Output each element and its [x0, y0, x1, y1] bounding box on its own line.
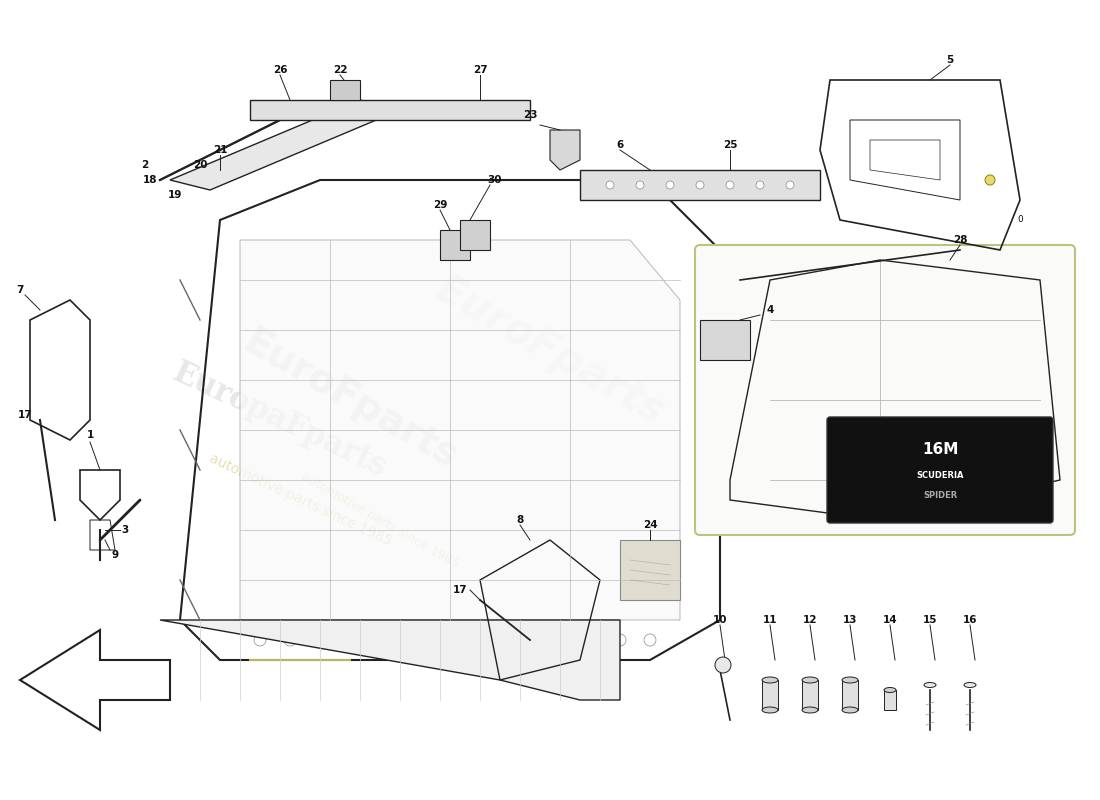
Text: 14: 14 [882, 615, 898, 625]
Polygon shape [460, 220, 490, 250]
Text: 27: 27 [473, 65, 487, 75]
Text: 20: 20 [192, 160, 207, 170]
Polygon shape [440, 230, 470, 260]
Text: 24: 24 [642, 520, 658, 530]
Polygon shape [550, 130, 580, 170]
Text: 11: 11 [762, 615, 778, 625]
Text: 13: 13 [843, 615, 857, 625]
Polygon shape [620, 540, 680, 600]
Ellipse shape [884, 687, 896, 693]
Text: 15: 15 [923, 615, 937, 625]
Polygon shape [160, 620, 620, 700]
Text: 6: 6 [616, 140, 624, 150]
Text: 19: 19 [168, 190, 183, 200]
Ellipse shape [842, 707, 858, 713]
Text: 17: 17 [453, 585, 468, 595]
Circle shape [606, 181, 614, 189]
Polygon shape [884, 690, 896, 710]
Circle shape [715, 657, 732, 673]
Ellipse shape [762, 677, 778, 683]
Ellipse shape [802, 707, 818, 713]
Ellipse shape [762, 707, 778, 713]
Text: 10: 10 [713, 615, 727, 625]
Text: 1: 1 [87, 430, 94, 440]
Text: automotive parts since 1985: automotive parts since 1985 [299, 470, 461, 570]
Text: 2: 2 [142, 160, 148, 170]
Ellipse shape [802, 677, 818, 683]
Text: 21: 21 [212, 145, 228, 155]
Ellipse shape [964, 682, 976, 687]
Text: 16M: 16M [922, 442, 958, 458]
Text: EuroFparts: EuroFparts [428, 267, 672, 433]
Text: 18: 18 [143, 175, 157, 185]
Text: EuropaFparts: EuropaFparts [168, 357, 392, 483]
Circle shape [726, 181, 734, 189]
Circle shape [984, 175, 996, 185]
Polygon shape [802, 680, 818, 710]
Polygon shape [700, 320, 750, 360]
Text: automotive parts since 1985: automotive parts since 1985 [207, 451, 394, 549]
Ellipse shape [842, 677, 858, 683]
Text: 17: 17 [18, 410, 32, 420]
Circle shape [636, 181, 644, 189]
Text: 30: 30 [487, 175, 503, 185]
Text: 7: 7 [16, 285, 24, 295]
Text: SPIDER: SPIDER [923, 490, 957, 499]
Text: 28: 28 [953, 235, 967, 245]
Polygon shape [330, 80, 360, 100]
Polygon shape [842, 680, 858, 710]
Text: 25: 25 [723, 140, 737, 150]
Text: 22: 22 [332, 65, 348, 75]
Polygon shape [580, 170, 820, 200]
Polygon shape [762, 680, 778, 710]
Text: 26: 26 [273, 65, 287, 75]
Text: 4: 4 [767, 305, 773, 315]
Text: SCUDERIA: SCUDERIA [916, 470, 964, 479]
Ellipse shape [924, 682, 936, 687]
Text: 8: 8 [516, 515, 524, 525]
Circle shape [756, 181, 764, 189]
Text: 5: 5 [946, 55, 954, 65]
FancyBboxPatch shape [827, 417, 1053, 523]
Circle shape [786, 181, 794, 189]
Polygon shape [20, 630, 170, 730]
Text: 12: 12 [803, 615, 817, 625]
FancyBboxPatch shape [695, 245, 1075, 535]
Circle shape [696, 181, 704, 189]
Circle shape [666, 181, 674, 189]
Text: 9: 9 [111, 550, 119, 560]
Polygon shape [240, 240, 680, 620]
Text: 0: 0 [1018, 215, 1023, 225]
Text: 3: 3 [121, 525, 129, 535]
Text: 29: 29 [432, 200, 448, 210]
Polygon shape [250, 100, 530, 120]
Text: 23: 23 [522, 110, 537, 120]
Text: EuroFparts: EuroFparts [236, 323, 464, 477]
Text: 16: 16 [962, 615, 977, 625]
Polygon shape [170, 100, 400, 190]
